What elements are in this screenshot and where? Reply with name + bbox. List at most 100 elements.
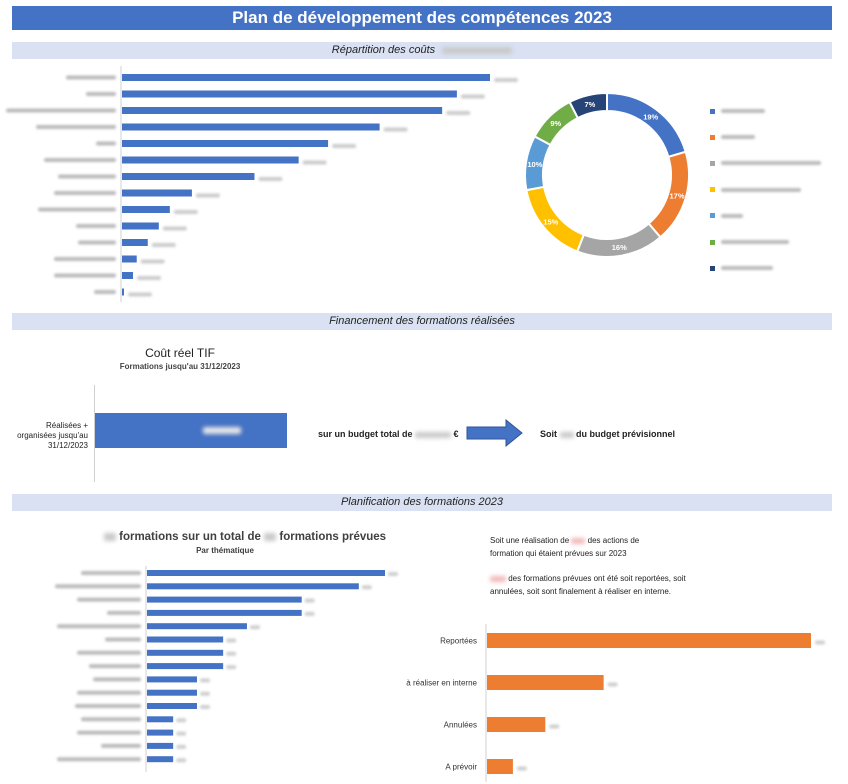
legend-item xyxy=(710,229,840,255)
thematique-value-label xyxy=(304,611,315,616)
couts-value-label xyxy=(258,177,283,181)
couts-value-label xyxy=(128,292,152,297)
realisation-text-part2: des actions de formation qui étaient pré… xyxy=(490,536,640,558)
legend-label xyxy=(721,187,801,192)
soit-text-after: du budget prévisionnel xyxy=(576,429,676,439)
couts-bar xyxy=(122,74,490,81)
thematique-value-label xyxy=(199,705,210,709)
couts-bar xyxy=(122,173,255,180)
section-couts: Répartition des coûts xyxy=(12,42,832,59)
statut-category-label: A prévoir xyxy=(445,763,477,772)
thematique-bar-chart xyxy=(55,566,398,772)
statut-value-label xyxy=(607,682,618,687)
statut-value-label xyxy=(516,766,527,771)
couts-category-label xyxy=(66,75,116,80)
thematique-value-label xyxy=(176,758,187,763)
donut-slice xyxy=(575,222,662,258)
realisation-text: Soit une réalisation de des actions de f… xyxy=(490,534,670,560)
legend-label xyxy=(721,109,765,114)
donut-slice-label: 19% xyxy=(643,113,658,122)
couts-value-label xyxy=(460,94,485,99)
couts-value-label xyxy=(140,259,165,264)
couts-category-label xyxy=(6,108,116,113)
thematique-category-label xyxy=(101,743,141,748)
thematique-category-label xyxy=(89,664,141,669)
legend-label xyxy=(721,161,821,166)
couts-value-label xyxy=(302,160,327,165)
couts-category-label xyxy=(58,174,116,179)
thematique-category-label xyxy=(107,610,141,615)
thematique-value-label xyxy=(176,718,187,723)
couts-bar xyxy=(122,255,137,263)
legend-item xyxy=(710,203,840,229)
couts-category-label xyxy=(54,191,116,195)
legend-item xyxy=(710,150,840,176)
thematique-value-label xyxy=(361,585,372,590)
thematique-bar xyxy=(147,729,174,736)
donut-slice xyxy=(606,91,687,159)
thematique-value-label xyxy=(249,625,260,630)
budget-value xyxy=(415,431,452,438)
legend-swatch xyxy=(710,187,715,193)
thematique-bar xyxy=(147,756,174,763)
couts-category-label xyxy=(54,273,116,278)
thematique-category-label xyxy=(105,637,141,642)
couts-value-label xyxy=(162,226,187,231)
couts-value-label xyxy=(332,144,357,148)
donut-slice xyxy=(568,91,608,120)
thematique-category-label xyxy=(77,690,141,695)
thematique-bar xyxy=(147,636,224,643)
budget-text-after: € xyxy=(453,429,459,439)
donut-slice-label: 15% xyxy=(543,218,558,227)
soit-value xyxy=(559,431,574,438)
statut-bar xyxy=(487,633,811,648)
thematique-category-label xyxy=(75,704,141,708)
legend-label xyxy=(721,240,789,245)
couts-value-label xyxy=(446,111,471,115)
legend-swatch xyxy=(710,213,715,219)
couts-bar xyxy=(122,123,380,131)
couts-bar xyxy=(122,189,192,197)
section-planification: Planification des formations 2023 xyxy=(12,494,832,511)
donut-slice-label: 17% xyxy=(670,192,685,201)
legend-item xyxy=(710,98,840,124)
couts-value-label xyxy=(383,127,408,132)
statut-category-label: Reportées xyxy=(440,637,477,646)
couts-category-label xyxy=(78,240,116,245)
legend-swatch xyxy=(710,239,715,245)
couts-bar xyxy=(122,239,148,246)
thematique-bar xyxy=(147,663,224,670)
thematique-value-label xyxy=(199,678,210,683)
donut-legend xyxy=(710,98,840,281)
tif-title: Coût réel TIF xyxy=(145,346,215,360)
statut-value-label xyxy=(815,640,825,645)
thematique-category-label xyxy=(81,571,141,575)
redacted-percent-2 xyxy=(490,575,506,582)
statut-value-label xyxy=(549,724,560,729)
thematique-value-label xyxy=(176,731,187,736)
donut-slice-label: 7% xyxy=(584,100,595,109)
couts-category-label xyxy=(86,92,116,96)
section-financement: Financement des formations réalisées xyxy=(12,313,832,330)
thematique-bar xyxy=(147,676,197,683)
redacted-count xyxy=(103,532,116,541)
budget-text-before: sur un budget total de xyxy=(318,429,413,439)
thematique-bar xyxy=(147,583,359,590)
thematique-category-label xyxy=(93,677,141,682)
thematique-bar xyxy=(147,703,197,709)
soit-text-before: Soit xyxy=(540,429,557,439)
thematique-value-label xyxy=(226,665,237,670)
thematique-bar xyxy=(147,596,302,603)
thematique-category-label xyxy=(57,757,141,762)
statut-bar-chart: Reportées à réaliser en interne Annulées A … xyxy=(406,624,825,782)
thematique-bar xyxy=(147,649,224,656)
thematique-category-label xyxy=(57,624,141,629)
thematique-value-label xyxy=(388,572,398,576)
couts-bar xyxy=(122,222,159,230)
legend-label xyxy=(721,213,743,218)
statut-category-label: à réaliser en interne xyxy=(406,679,477,688)
arrow-right-icon xyxy=(466,419,523,447)
couts-bar xyxy=(122,140,329,147)
couts-category-label xyxy=(44,158,116,162)
couts-category-label xyxy=(96,141,116,146)
